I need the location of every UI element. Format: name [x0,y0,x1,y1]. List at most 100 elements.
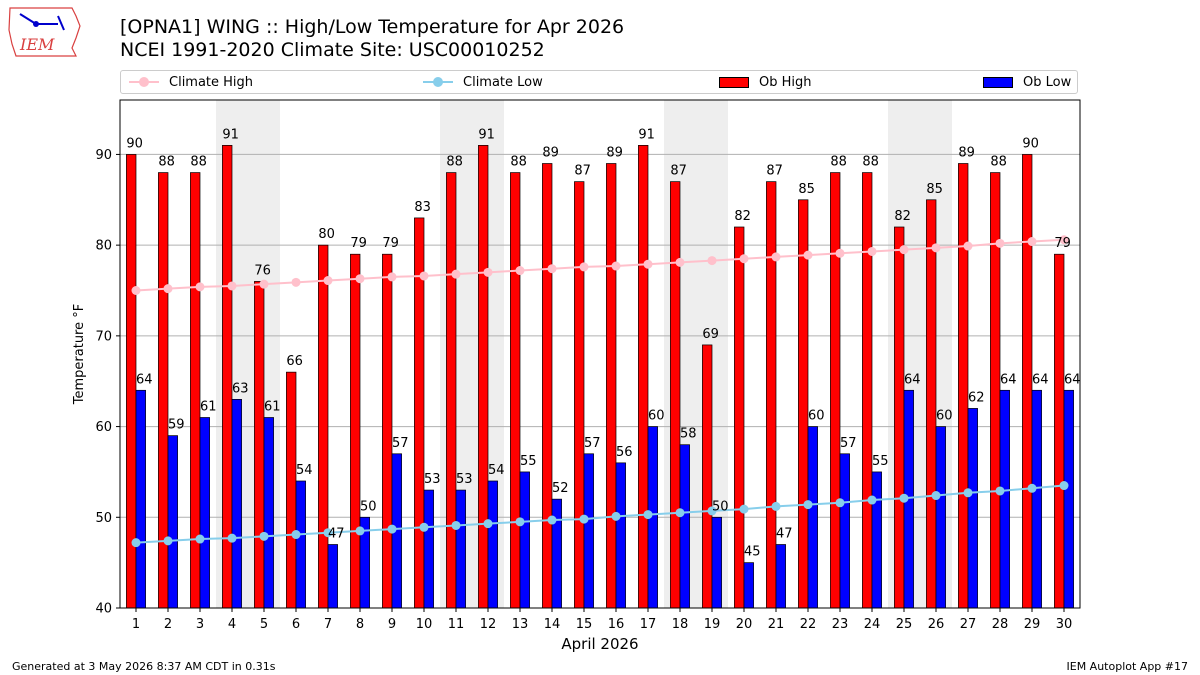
x-tick-label-20: 20 [736,617,753,632]
ob-low-swatch [983,76,1013,88]
ob-high-bar-day-12 [478,145,489,609]
x-tick-label-11: 11 [448,617,465,632]
ob-low-label-day-26: 60 [936,409,953,424]
ob-low-label-day-2: 59 [168,418,185,433]
y-tick-label-50: 50 [95,511,112,526]
ob-high-label-day-9: 79 [382,236,399,251]
climate-high-point-day-13 [515,266,525,276]
ob-high-bar-day-18 [670,181,681,609]
x-tick-label-22: 22 [800,617,817,632]
ob-high-bar-day-13 [510,172,521,609]
ob-low-label-day-18: 58 [680,427,697,442]
legend-climate-low-label: Climate Low [463,74,543,90]
ob-low-bar-day-19 [711,516,722,609]
climate-low-point-day-23 [835,498,845,508]
ob-low-label-day-25: 64 [904,372,921,387]
ob-high-bar-day-17 [638,145,649,609]
ob-high-bar-day-9 [382,253,393,609]
ob-low-label-day-21: 47 [776,527,793,542]
climate-high-point-day-4 [227,281,237,291]
ob-low-bar-day-6 [295,480,306,609]
x-tick-label-23: 23 [832,617,849,632]
climate-low-point-day-3 [195,534,205,544]
x-tick-label-30: 30 [1056,617,1073,632]
ob-low-label-day-28: 64 [1000,372,1017,387]
climate-low-point-day-6 [291,530,301,540]
ob-low-bar-day-26 [935,426,946,609]
climate-low-point-day-25 [899,493,909,503]
ob-low-label-day-19: 50 [712,499,729,514]
ob-low-bar-day-23 [839,453,850,609]
x-tick-label-25: 25 [896,617,913,632]
climate-low-point-day-4 [227,533,237,543]
ob-high-label-day-14: 89 [542,146,559,161]
ob-low-bar-day-1 [135,389,146,609]
climate-high-swatch [129,76,159,88]
ob-high-bar-day-20 [734,226,745,609]
x-tick-label-13: 13 [512,617,529,632]
ob-high-label-day-24: 88 [862,155,879,170]
climate-low-point-day-5 [259,531,269,541]
climate-high-point-day-22 [803,250,813,260]
ob-high-label-day-8: 79 [350,236,367,251]
ob-high-bar-day-23 [830,172,841,609]
generated-timestamp: Generated at 3 May 2026 8:37 AM CDT in 0… [12,660,276,673]
x-tick-label-21: 21 [768,617,785,632]
climate-low-point-day-12 [483,519,493,529]
climate-high-point-day-10 [419,271,429,281]
x-tick-label-26: 26 [928,617,945,632]
ob-low-bar-day-28 [999,389,1010,609]
ob-high-bar-day-7 [318,244,329,609]
chart-subtitle: NCEI 1991-2020 Climate Site: USC00010252 [120,39,545,61]
ob-high-label-day-26: 85 [926,182,943,197]
climate-high-point-day-18 [675,257,685,267]
ob-low-label-day-16: 56 [616,445,633,460]
y-tick-label-80: 80 [95,239,112,254]
ob-high-bar-day-25 [894,226,905,609]
x-tick-label-3: 3 [196,617,204,632]
climate-low-point-day-2 [163,536,173,546]
iem-logo: IEM [8,7,81,57]
ob-low-label-day-29: 64 [1032,372,1049,387]
ob-high-label-day-4: 91 [222,127,239,142]
iowa-outline [8,7,81,57]
ob-low-label-day-22: 60 [808,409,825,424]
ob-low-label-day-4: 63 [232,381,249,396]
climate-low-point-day-13 [515,517,525,527]
x-tick-label-12: 12 [480,617,497,632]
climate-high-point-day-7 [323,276,333,286]
climate-low-point-day-16 [611,511,621,521]
ob-low-label-day-11: 53 [456,472,473,487]
climate-low-point-day-18 [675,508,685,518]
legend-climate-high: Climate High [129,71,253,93]
ob-low-label-day-9: 57 [392,436,409,451]
ob-high-bar-day-16 [606,163,617,609]
climate-high-point-day-26 [931,243,941,253]
climate-high-point-day-2 [163,284,173,294]
ob-low-label-day-3: 61 [200,400,217,415]
x-tick-label-10: 10 [416,617,433,632]
climate-high-point-day-6 [291,277,301,287]
climate-low-point-day-8 [355,526,365,536]
ob-high-label-day-27: 89 [958,146,975,161]
ob-high-label-day-19: 69 [702,327,719,342]
ob-high-bar-day-26 [926,199,937,609]
y-axis-label: Temperature °F [72,304,87,405]
chart-title: [OPNA1] WING :: High/Low Temperature for… [120,16,625,38]
ob-high-bar-day-11 [446,172,457,609]
app-credit: IEM Autoplot App #17 [1066,660,1189,673]
ob-high-bar-day-15 [574,181,585,609]
x-tick-label-5: 5 [260,617,268,632]
ob-low-label-day-1: 64 [136,372,153,387]
ob-low-bar-day-15 [583,453,594,609]
ob-high-label-day-23: 88 [830,155,847,170]
x-tick-label-28: 28 [992,617,1009,632]
ob-low-bar-day-2 [167,435,178,609]
ob-high-label-day-17: 91 [638,127,655,142]
climate-low-point-day-15 [579,514,589,524]
ob-high-label-day-7: 80 [318,227,335,242]
ob-low-bar-day-30 [1063,389,1074,609]
climate-low-point-day-20 [739,504,749,514]
ob-low-bar-day-7 [327,544,338,609]
ob-low-bar-day-20 [743,562,754,609]
